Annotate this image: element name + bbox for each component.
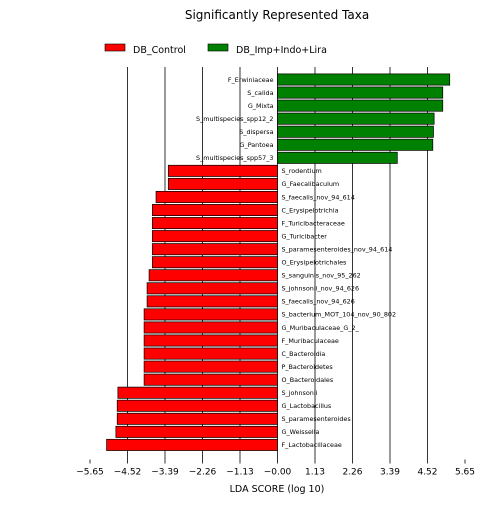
- bar-labels: F_Erwiniaceae S_calida G_Mixta S_multispeci…: [196, 76, 396, 449]
- bar-label: G_Lactobacillus: [282, 402, 332, 410]
- bar-label: S_faecalis_nov_94_626: [282, 298, 355, 306]
- bar-label: S_sanguinis_nov_95_262: [282, 272, 361, 280]
- bar: [152, 204, 278, 216]
- x-tick-label: −4.52: [114, 467, 142, 477]
- bar-label: S_johnsonii: [282, 389, 318, 397]
- bar-label: C_Bacteroidia: [282, 350, 326, 358]
- bar: [143, 347, 278, 360]
- bar-label: G_Weissella: [282, 428, 320, 436]
- bar: [116, 399, 278, 412]
- bar-label: S_paramesenteroides_nov_94_614: [282, 245, 393, 253]
- bar: [277, 86, 444, 99]
- bar: [167, 164, 278, 177]
- legend: DB_Control DB_Imp+Indo+Lira: [104, 43, 327, 56]
- bar: [152, 243, 278, 256]
- bar: [117, 386, 278, 399]
- bar: [148, 269, 278, 282]
- bar: [152, 217, 278, 230]
- bar: [143, 334, 278, 347]
- bar: [143, 360, 278, 373]
- legend-swatch-db-imp-indo-lira: [207, 43, 229, 52]
- bar-label: P_Bacteroidetes: [282, 363, 334, 371]
- bar-label: S_rodentium: [282, 167, 322, 175]
- legend-swatch-db-control: [104, 43, 126, 52]
- bar-label: S_multispecies_spp57_3: [196, 154, 273, 162]
- bar-label: F_Muribaculaceae: [282, 337, 339, 345]
- bar: [116, 412, 278, 425]
- bar: [115, 425, 278, 438]
- bar-label: F_Turicibacteraceae: [282, 219, 345, 227]
- bar-label: F_Lactobacillaceae: [282, 441, 342, 449]
- chart-title: Significantly Represented Taxa: [185, 8, 369, 22]
- bar-label: G_Faecalibaculum: [282, 180, 340, 188]
- x-tick-label: 3.39: [380, 467, 400, 477]
- x-axis-label: LDA SCORE (log 10): [230, 484, 325, 495]
- bar: [277, 151, 398, 164]
- x-tick-label: 5.65: [455, 467, 475, 477]
- bar: [152, 256, 278, 269]
- bar: [106, 438, 278, 451]
- bar-label: S_multispecies_spp12_2: [196, 115, 273, 123]
- bar: [277, 138, 434, 151]
- bar-label: G_Turicibacter: [282, 232, 328, 240]
- x-tick-label: 2.26: [342, 467, 362, 477]
- bar-label: G_Muribaculaceae_G_2_: [282, 324, 360, 332]
- bar-label: O_Bacteroidales: [282, 376, 334, 384]
- bar: [277, 125, 434, 138]
- x-tick-label: −0.00: [264, 467, 292, 477]
- bar: [143, 373, 278, 386]
- bar: [277, 99, 444, 112]
- bar-label: S_calida: [247, 89, 273, 97]
- bar-label: S_paramesenteroides: [282, 415, 352, 423]
- bar: [277, 73, 451, 86]
- x-tick-label: 4.52: [417, 467, 437, 477]
- bar: [155, 191, 278, 203]
- bar-label: S_bacterium_MOT_104_nov_90_802: [282, 311, 397, 319]
- bar: [146, 295, 278, 308]
- bar: [143, 321, 278, 334]
- x-tick-label: −1.13: [226, 467, 254, 477]
- bar-label: G_Pantoea: [240, 141, 274, 149]
- bar-label: F_Erwiniaceae: [228, 76, 274, 84]
- x-tick-label: 1.13: [305, 467, 325, 477]
- bar: [143, 308, 278, 321]
- bar-label: O_Erysipelotrichales: [282, 259, 348, 267]
- bar: [146, 282, 278, 295]
- bar-label: G_Mixta: [248, 102, 274, 110]
- bar: [167, 177, 278, 190]
- bar-label: S_johnsonii_nov_94_626: [282, 285, 360, 293]
- bars: [106, 73, 451, 451]
- x-axis: −5.65 −4.52 −3.39 −2.26 −1.13 −0.00 1.13 2.26 3.…: [76, 459, 475, 477]
- bar: [152, 230, 278, 243]
- bar-label: S_faecalis_nov_94_614: [282, 193, 355, 201]
- legend-label-db-imp-indo-lira: DB_Imp+Indo+Lira: [236, 45, 327, 56]
- bar-label: S_dispersa: [239, 128, 273, 136]
- x-tick-label: −3.39: [151, 467, 179, 477]
- legend-label-db-control: DB_Control: [133, 45, 186, 56]
- bar-label: C_Erysipelotrichia: [282, 206, 339, 214]
- x-tick-label: −5.65: [76, 467, 104, 477]
- bar: [277, 112, 435, 125]
- x-tick-label: −2.26: [189, 467, 217, 477]
